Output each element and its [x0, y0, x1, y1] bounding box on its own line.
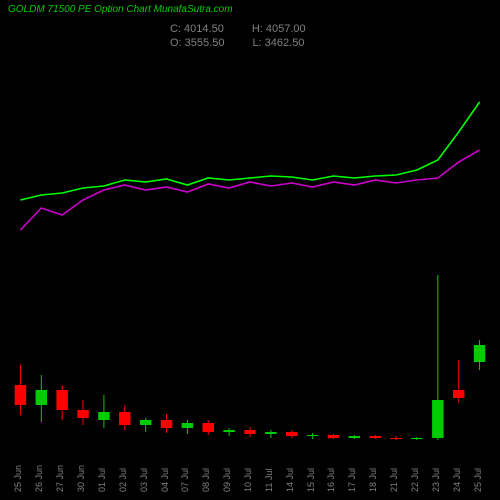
candle-body [390, 438, 401, 439]
x-axis-label: 02 Jul [118, 468, 128, 492]
x-axis-label: 09 Jul [222, 468, 232, 492]
candle-body [369, 436, 380, 438]
candle-body [15, 385, 26, 405]
open-value: O: 3555.50 [170, 36, 224, 50]
x-axis-label: 07 Jul [180, 468, 190, 492]
x-axis-label: 01 Jul [97, 468, 107, 492]
low-value: L: 3462.50 [252, 36, 304, 50]
x-axis-label: 25 Jul [473, 468, 483, 492]
candle-body [161, 420, 172, 428]
candle-body [36, 390, 47, 405]
candle-body [265, 432, 276, 434]
x-axis-label: 17 Jul [347, 468, 357, 492]
candle-body [474, 345, 485, 362]
x-axis-label: 24 Jul [452, 468, 462, 492]
x-axis-label: 23 Jul [431, 468, 441, 492]
x-axis-label: 10 Jul [243, 468, 253, 492]
candle-body [223, 430, 234, 432]
candle-body [432, 400, 443, 438]
candle-body [244, 430, 255, 434]
x-axis-label: 30 Jun [76, 465, 86, 492]
close-value: C: 4014.50 [170, 22, 224, 36]
candle-body [203, 423, 214, 432]
x-axis-labels: 25 Jun 26 Jun 27 Jun 30 Jun 01 Jul 02 Jul 03 J… [10, 440, 490, 500]
chart-title: GOLDM 71500 PE Option Chart MunafaSutra.… [8, 4, 233, 15]
candle-body [56, 390, 67, 410]
indicator-line-1 [20, 102, 479, 200]
x-axis-label: 16 Jul [326, 468, 336, 492]
candle-body [286, 432, 297, 436]
candle-body [77, 410, 88, 418]
candle-body [328, 435, 339, 438]
x-axis-label: 14 Jul [285, 468, 295, 492]
price-chart [10, 60, 490, 440]
candle-body [119, 412, 130, 425]
indicator-line-2 [20, 150, 479, 230]
ohlc-info: C: 4014.50 H: 4057.00 O: 3555.50 L: 3462… [170, 22, 306, 50]
x-axis-label: 18 Jul [368, 468, 378, 492]
x-axis-label: 25 Jun [13, 465, 23, 492]
candle-body [182, 423, 193, 428]
candle-body [307, 435, 318, 436]
candle-body [349, 436, 360, 438]
x-axis-label: 26 Jun [34, 465, 44, 492]
x-axis-label: 04 Jul [160, 468, 170, 492]
high-value: H: 4057.00 [252, 22, 306, 36]
candle-body [453, 390, 464, 398]
x-axis-label: 22 Jul [410, 468, 420, 492]
x-axis-label: 15 Jul [306, 468, 316, 492]
x-axis-label: 08 Jul [201, 468, 211, 492]
candle-body [140, 420, 151, 425]
x-axis-label: 21 Jul [389, 468, 399, 492]
x-axis-label: 03 Jul [139, 468, 149, 492]
x-axis-label: 11 Jul [264, 469, 274, 492]
x-axis-label: 27 Jun [55, 465, 65, 492]
candle-body [411, 438, 422, 439]
candle-body [98, 412, 109, 420]
